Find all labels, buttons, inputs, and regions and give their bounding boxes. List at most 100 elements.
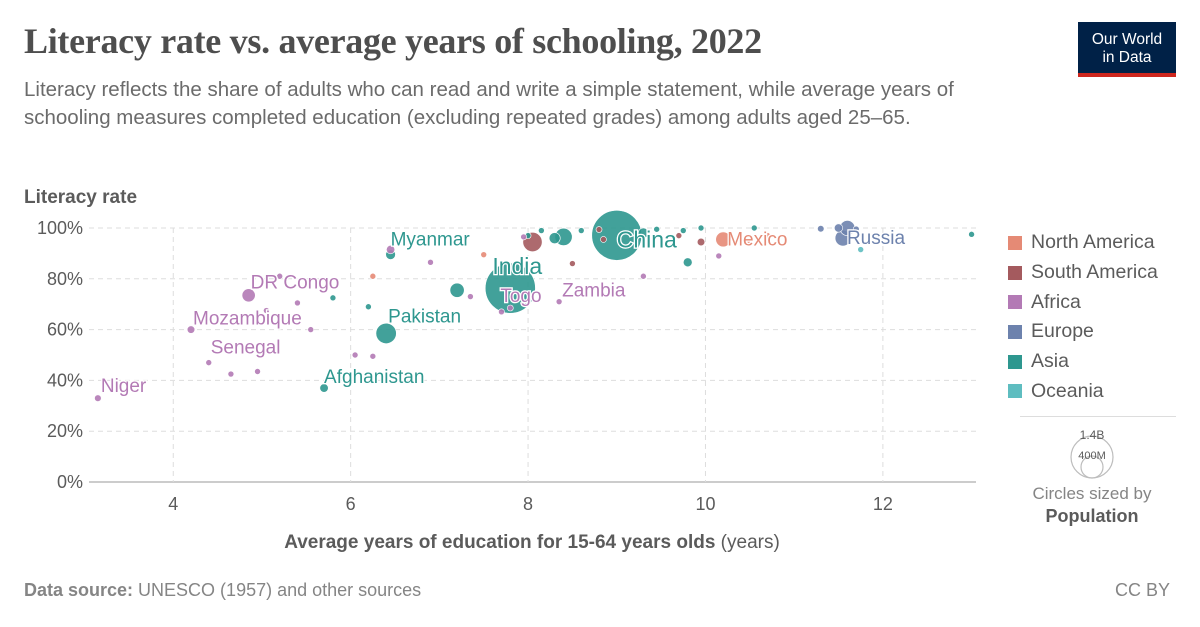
legend-item-oceania[interactable]: Oceania [1008,376,1158,406]
point-africa[interactable] [369,352,377,360]
point-europe[interactable] [852,225,860,233]
logo-line-2: in Data [1102,49,1152,66]
point-asia[interactable] [538,227,545,234]
point-label: Zambia [562,281,626,302]
legend-item-europe[interactable]: Europe [1008,317,1158,347]
point-north-america[interactable] [369,272,377,280]
point-asia[interactable] [329,294,337,302]
point-asia[interactable] [637,227,649,239]
point-africa[interactable] [555,298,563,305]
point-asia[interactable] [484,262,536,314]
x-tick-label: 4 [168,494,178,514]
x-axis-label-main: Average years of education for 15-64 yea… [284,532,715,553]
point-label: India [492,253,542,279]
point-africa[interactable] [427,258,434,266]
point-label: Russia [847,228,906,249]
data-points [94,210,975,402]
point-africa[interactable] [307,326,315,333]
point-label: Mozambique [193,309,302,330]
point-africa[interactable] [640,272,647,280]
license-link[interactable]: CC BY [1114,580,1170,600]
legend-item-africa[interactable]: Africa [1008,287,1158,317]
point-north-america[interactable] [480,251,488,258]
point-africa[interactable] [227,370,235,378]
logo-line-1: Our World [1091,31,1163,48]
point-asia[interactable] [577,227,585,234]
legend-divider [1020,416,1176,417]
point-north-america[interactable] [764,232,771,239]
x-axis-label-unit: (years) [715,532,779,553]
point-africa[interactable] [715,252,723,260]
owid-logo[interactable]: Our World in Data [1078,22,1176,77]
region-legend: North America South America Africa Europe As… [1008,228,1158,406]
x-axis-label: Average years of education for 15-64 yea… [284,532,780,553]
legend-label: South America [1031,261,1158,284]
legend-label: Asia [1031,350,1069,373]
point-africa[interactable] [386,245,396,255]
point-africa[interactable] [351,351,359,359]
gridlines [89,227,976,483]
point-africa[interactable] [94,394,102,402]
size-legend: 1.4B 400M [1070,428,1114,479]
point-label: Pakistan [388,306,461,327]
point-north-america[interactable] [746,237,754,244]
point-africa[interactable] [507,304,514,312]
point-asia[interactable] [697,224,705,232]
point-asia[interactable] [679,227,687,234]
point-asia[interactable] [375,322,397,344]
point-asia[interactable] [365,303,372,311]
size-note: Circles sized by Population [1010,482,1174,528]
point-asia[interactable] [548,232,561,245]
point-europe[interactable] [834,223,844,233]
point-europe[interactable] [817,225,825,233]
x-tick-labels: 4 6 8 10 12 [168,494,893,514]
point-asia[interactable] [449,282,465,298]
point-africa[interactable] [498,308,505,316]
x-tick-label: 12 [873,494,893,514]
legend-label: Europe [1031,320,1094,343]
y-tick-label: 0% [57,472,83,492]
x-tick-label: 10 [695,494,715,514]
y-tick-label: 20% [47,421,83,441]
x-tick-label: 8 [523,494,533,514]
point-asia[interactable] [750,224,758,232]
scatter-chart: Literacy rate 0% 20% 40% 60% 80% 100% 4 6 8 10 12… [24,187,976,553]
point-label: Senegal [211,338,281,359]
point-south-america[interactable] [675,232,683,239]
point-africa[interactable] [241,288,256,303]
point-africa[interactable] [186,325,196,334]
y-axis-label: Literacy rate [24,187,137,208]
point-asia[interactable] [968,231,975,238]
legend-item-north-america[interactable]: North America [1008,228,1158,258]
point-africa[interactable] [520,233,527,241]
point-north-america[interactable] [715,231,732,248]
legend-swatch [1008,324,1022,339]
point-label: Myanmar [391,230,471,251]
legend-label: Oceania [1031,379,1104,402]
point-labels: India China Pakistan Togo Russia Mexico Myanma… [100,225,907,398]
point-africa[interactable] [254,368,261,375]
point-africa[interactable] [294,299,301,307]
legend-item-south-america[interactable]: South America [1008,258,1158,288]
point-asia[interactable] [319,383,329,393]
legend-label: Africa [1031,290,1081,313]
data-source-text: UNESCO (1957) and other sources [133,580,422,600]
point-asia[interactable] [653,225,660,233]
point-south-america[interactable] [600,236,607,243]
point-south-america[interactable] [696,237,706,247]
legend-swatch [1008,235,1022,250]
point-label: Togo [500,286,541,307]
point-south-america[interactable] [595,226,603,233]
y-tick-labels: 0% 20% 40% 60% 80% 100% [37,218,83,492]
point-africa[interactable] [205,359,213,366]
point-oceania[interactable] [857,246,864,253]
legend-label: North America [1031,231,1155,254]
size-note-line-2: Population [1045,506,1139,526]
legend-item-asia[interactable]: Asia [1008,347,1158,377]
point-south-america[interactable] [569,260,576,267]
data-source-label: Data source: [24,580,134,600]
point-africa[interactable] [467,293,474,300]
point-asia[interactable] [682,257,693,268]
point-africa[interactable] [276,272,284,280]
point-africa[interactable] [263,307,270,314]
